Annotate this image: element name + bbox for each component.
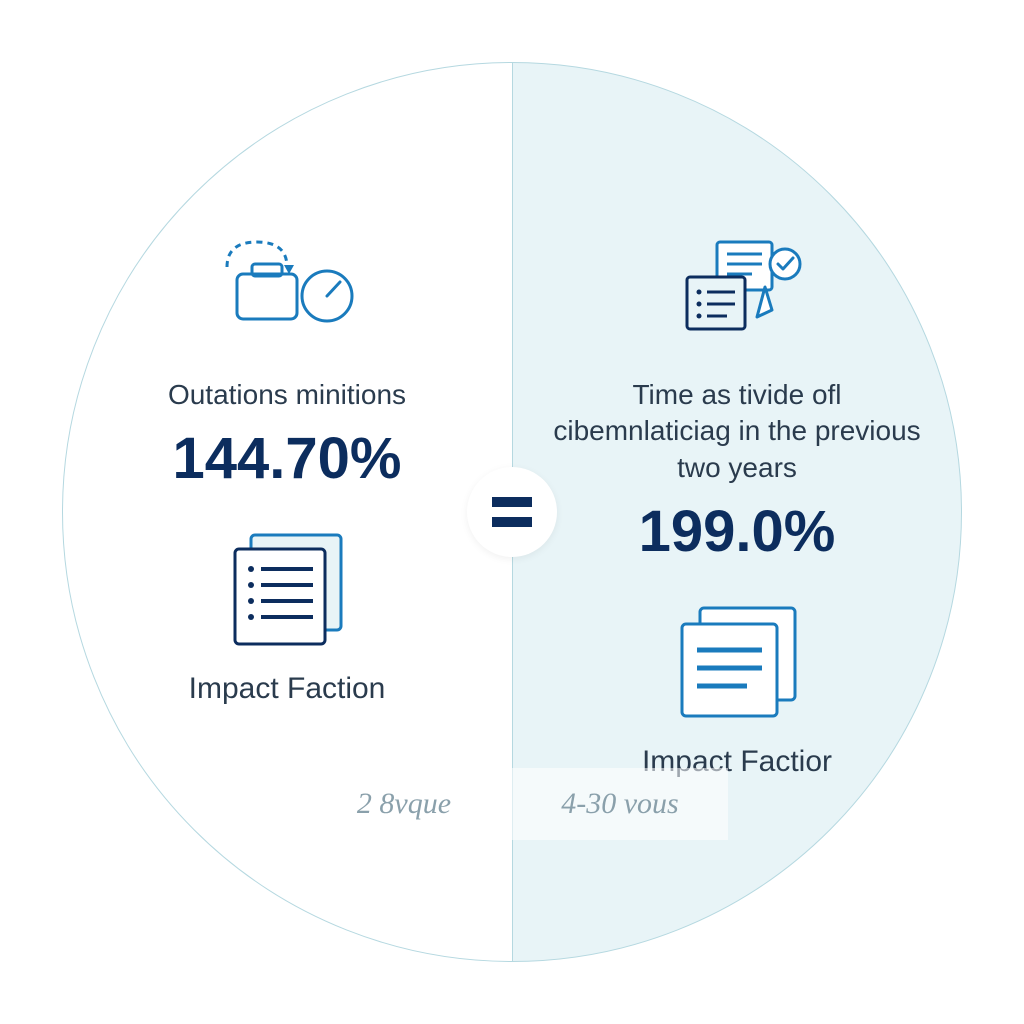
right-percent: 199.0% <box>639 498 836 565</box>
equals-badge <box>467 467 557 557</box>
left-percent: 144.70% <box>173 425 402 492</box>
camera-clock-icon <box>202 227 372 347</box>
left-top-label: Outations minitions <box>128 377 446 413</box>
document-list-icon <box>217 522 357 652</box>
documents-check-icon <box>657 227 817 347</box>
equals-icon <box>492 497 532 527</box>
split-circle-infographic: Outations minitions 144.70% Impact Facti… <box>62 62 962 962</box>
footer-right: 4-30 vous <box>512 768 728 840</box>
footer-band: 2 8vque 4-30 vous <box>296 768 728 840</box>
right-top-label: Time as tivide ofl cibemnlaticiag in the… <box>512 377 962 486</box>
left-bottom-label: Impact Faction <box>189 672 386 706</box>
footer-left: 2 8vque <box>296 768 512 840</box>
document-lines-icon <box>662 595 812 725</box>
